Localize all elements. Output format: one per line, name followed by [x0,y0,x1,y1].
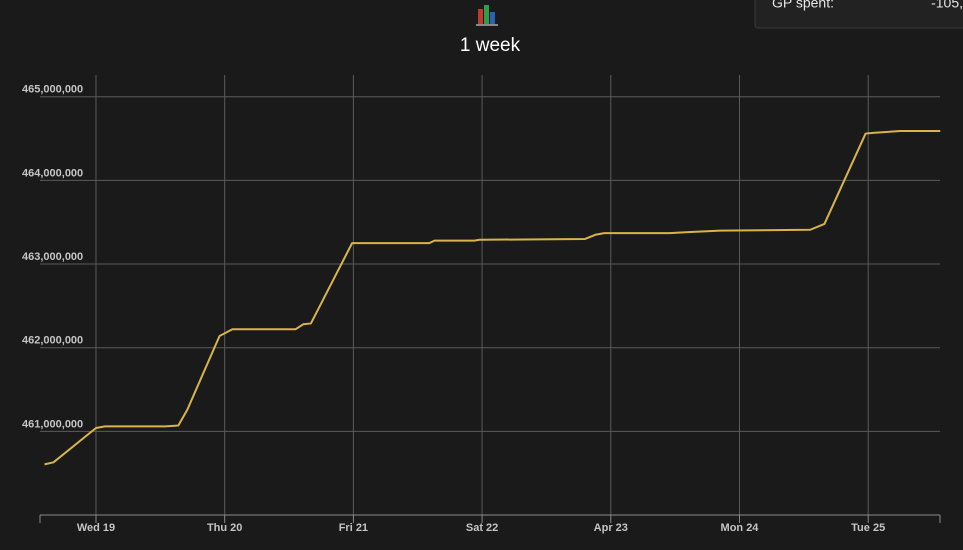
y-tick-label: 461,000,000 [22,418,83,430]
x-tick-label: Tue 25 [851,522,885,534]
x-tick-label: Mon 24 [721,522,760,534]
chart-icon [476,5,498,26]
panel-label: GP spent: [772,0,834,11]
data-line [44,130,941,466]
y-tick-label: 462,000,000 [22,335,83,347]
panel-box [754,0,963,29]
y-tick-label: 465,000,000 [22,84,83,96]
y-tick-label: 463,000,000 [22,251,83,263]
x-tick-label: Wed 19 [77,522,115,534]
x-tick-label: Thu 20 [207,522,242,534]
x-tick-label: Sat 22 [466,522,498,534]
chart-title: 1 week [460,35,521,56]
x-tick-label: Fri 21 [339,522,368,534]
y-tick-label: 464,000,000 [22,167,83,179]
stats-panel: GP spent: -105, [754,0,963,29]
x-tick-label: Apr 23 [594,522,628,534]
panel-value: -105, [931,0,963,11]
